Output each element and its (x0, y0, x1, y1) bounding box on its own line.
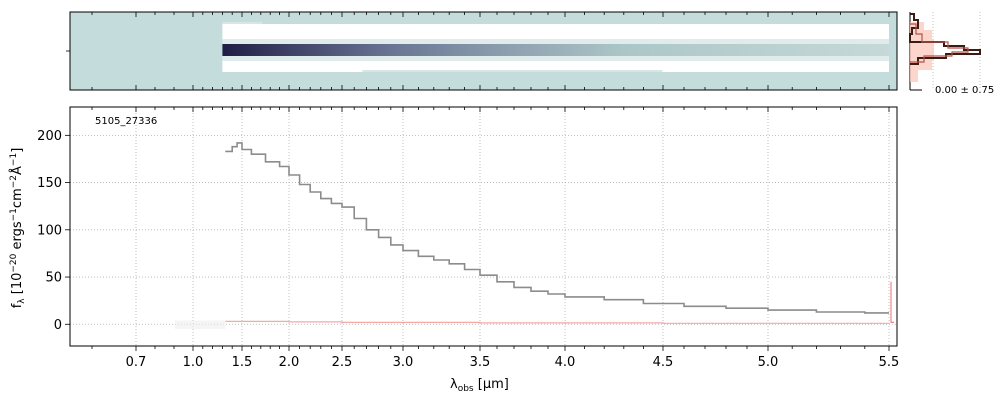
y-axis-label-part: −1 (9, 153, 19, 166)
y-axis-label-part: −2 (9, 175, 19, 188)
trace-edge-noise (222, 22, 263, 24)
x-tick-label: 1.0 (183, 355, 204, 370)
spectrum-2d-panel (66, 11, 898, 91)
y-axis-label-part: ergs (10, 221, 25, 253)
trace-core (222, 44, 889, 56)
x-tick-label: 0.7 (126, 355, 147, 370)
x-tick-label: 4.0 (555, 355, 576, 370)
y-axis-label-part: [10 (10, 273, 25, 299)
x-tick-label: 2.0 (279, 355, 300, 370)
y-ticks: 0 50 100 150 200 (37, 129, 70, 333)
y-axis-label-part: −20 (9, 253, 19, 272)
y-tick-label: 50 (45, 271, 62, 286)
profile-model-line (910, 23, 969, 63)
x-tick-label: 3.5 (470, 355, 491, 370)
profile-panel: 0.00 ± 0.75 (909, 12, 994, 96)
x-tick-label: 5.0 (758, 355, 779, 370)
series-line-1 (225, 142, 889, 314)
y-tick-label: 200 (37, 129, 62, 144)
x-axis-label: λobs [μm] (450, 377, 509, 394)
y-axis-label-part: λ (17, 298, 27, 304)
profile-label: 0.00 ± 0.75 (935, 85, 994, 96)
y-axis-label-part: ] (10, 148, 25, 153)
spectrum-2d-ticks (66, 12, 890, 90)
x-axis-label-unit: [μm] (474, 377, 509, 392)
x-tick-label: 5.5 (879, 355, 900, 370)
profile-curves (909, 12, 981, 91)
x-tick-label: 1.5 (232, 355, 253, 370)
low-signal-shade (175, 320, 226, 329)
y-axis-label-part: cm (10, 188, 25, 208)
x-axis-label-main: λ (450, 377, 458, 392)
profile-fill (910, 22, 934, 82)
y-axis-label-part: Å (9, 166, 25, 175)
x-tick-label: 3.0 (393, 355, 414, 370)
y-axis-label-part: f (10, 303, 25, 308)
y-tick-label: 100 (37, 223, 62, 238)
profile-data-line (909, 13, 981, 65)
y-tick-label: 150 (37, 176, 62, 191)
x-tick-label: 4.5 (653, 355, 674, 370)
series-line-2 (225, 320, 889, 324)
spectrum-1d-panel: 0.7 1.0 1.5 2.0 2.5 3.0 3.5 4.0 4.5 5.0 5.5 0 50 100… (9, 106, 900, 394)
y-axis-label: fλ [10−20 ergs−1cm−2Å−1] (9, 148, 27, 309)
edge-spike (890, 281, 894, 323)
spectrum-2d-trace (222, 22, 889, 72)
x-tick-label: 2.5 (332, 355, 353, 370)
trace-edge-noise (362, 70, 663, 72)
y-axis-label-part: −1 (9, 208, 19, 221)
object-id-label: 5105_27336 (95, 116, 157, 127)
spectrum-1d-frame (69, 106, 898, 347)
x-ticks: 0.7 1.0 1.5 2.0 2.5 3.0 3.5 4.0 4.5 5.0 5.5 (91, 107, 900, 370)
x-axis-label-sub: obs (458, 384, 474, 394)
series-group (175, 142, 894, 329)
y-tick-label: 0 (54, 318, 62, 333)
